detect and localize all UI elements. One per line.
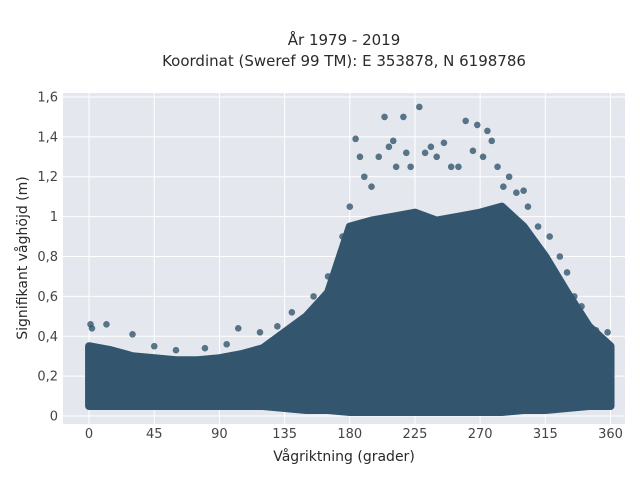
scatter-points [87, 103, 611, 354]
scatter-point [274, 322, 281, 330]
scatter-point [234, 324, 242, 332]
scatter-point [578, 303, 585, 310]
scatter-point [556, 253, 564, 260]
y-tick-labels: 0 0,2 0,4 0,6 0,8 1 1,2 1,4 1,6 [37, 90, 58, 424]
scatter-point [129, 330, 136, 338]
scatter-point [427, 143, 435, 151]
x-tick-label: 315 [533, 427, 558, 442]
scatter-point [440, 139, 448, 147]
scatter-point [433, 153, 441, 161]
x-axis-title: Vågriktning (grader) [273, 448, 415, 465]
scatter-point [400, 113, 407, 121]
x-tick-label: 135 [272, 427, 297, 442]
y-tick-label: 1,2 [37, 170, 58, 185]
scatter-point [288, 309, 296, 316]
scatter-point [520, 187, 527, 195]
y-tick-label: 0,4 [37, 330, 58, 345]
x-tick-labels: 0 45 90 135 180 225 270 315 360 [85, 427, 623, 442]
scatter-point [356, 153, 364, 161]
scatter-point [88, 324, 96, 332]
scatter-dense-band [85, 202, 615, 417]
scatter-point [339, 233, 346, 240]
scatter-point [172, 346, 180, 354]
x-tick-label: 45 [146, 427, 163, 442]
y-tick-label: 1,6 [37, 90, 58, 105]
scatter-point [455, 163, 462, 171]
x-tick-label: 180 [337, 427, 362, 442]
scatter-point [103, 321, 110, 328]
scatter-point [256, 328, 264, 336]
x-tick-label: 0 [85, 427, 93, 442]
y-axis-title: Signifikant våghöjd (m) [14, 176, 31, 339]
scatter-point [571, 293, 578, 300]
scatter-point [604, 328, 611, 336]
y-tick-label: 0,2 [37, 370, 58, 385]
y-tick-label: 1,4 [37, 130, 58, 145]
y-tick-label: 1 [50, 210, 58, 225]
scatter-point [416, 103, 423, 111]
scatter-point [381, 113, 388, 121]
scatter-point [375, 153, 383, 161]
scatter-point [346, 203, 354, 210]
scatter-point [505, 173, 513, 181]
y-tick-label: 0,8 [37, 250, 58, 265]
scatter-point [223, 340, 230, 348]
scatter-point [324, 273, 332, 280]
scatter-point [421, 149, 429, 157]
scatter-point [360, 173, 368, 181]
scatter-point [524, 203, 532, 210]
scatter-point [513, 189, 520, 196]
scatter-point [484, 127, 491, 135]
scatter-point [310, 293, 317, 300]
scatter-point [407, 163, 414, 171]
scatter-point [392, 163, 400, 171]
scatter-point [563, 269, 571, 276]
scatter-point [592, 326, 600, 334]
x-tick-label: 90 [211, 427, 228, 442]
scatter-point [469, 147, 477, 155]
scatter-point [402, 149, 410, 157]
y-tick-label: 0,6 [37, 290, 58, 305]
scatter-point [447, 163, 455, 171]
scatter-point [368, 183, 375, 191]
scatter-point [546, 233, 553, 240]
scatter-point [473, 121, 481, 129]
chart-subtitle: Koordinat (Sweref 99 TM): E 353878, N 61… [162, 52, 526, 70]
x-tick-label: 270 [468, 427, 493, 442]
scatter-point [479, 153, 487, 161]
scatter-point [385, 143, 393, 151]
scatter-point [201, 344, 209, 352]
scatter-point [534, 223, 542, 230]
scatter-point [352, 135, 359, 143]
x-tick-label: 225 [403, 427, 428, 442]
scatter-point [462, 117, 469, 125]
scatter-point [389, 137, 397, 145]
scatter-point [150, 342, 158, 350]
dense-point-cloud [85, 202, 615, 417]
y-tick-label: 0 [50, 410, 58, 425]
scatter-point [494, 163, 501, 171]
chart-title: År 1979 - 2019 [288, 30, 401, 49]
scatter-point [488, 137, 496, 145]
scatter-point [500, 183, 507, 191]
x-tick-label: 360 [598, 427, 623, 442]
